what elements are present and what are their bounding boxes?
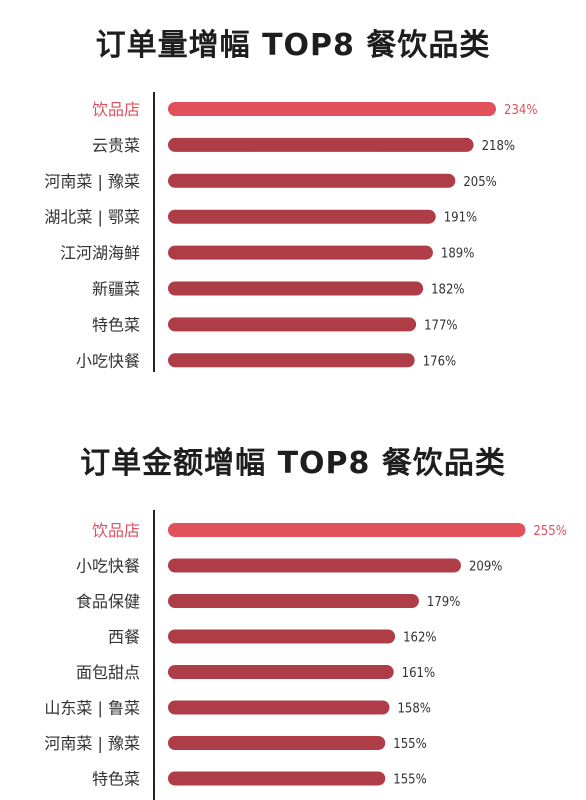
value-label: 179% xyxy=(427,595,460,610)
bar xyxy=(168,771,386,786)
bar xyxy=(168,523,526,537)
bar xyxy=(168,317,417,332)
bar xyxy=(168,736,386,750)
category-label: 食品保健 xyxy=(76,592,140,611)
bar xyxy=(168,281,424,296)
bar xyxy=(168,137,474,152)
category-label: 特色菜 xyxy=(92,315,140,334)
bar xyxy=(168,629,396,644)
value-label: 182% xyxy=(431,283,464,298)
value-label: 158% xyxy=(397,702,430,717)
bar xyxy=(168,558,461,573)
value-label: 191% xyxy=(444,211,477,226)
category-label: 面包甜点 xyxy=(76,663,140,682)
bar xyxy=(168,173,456,188)
category-label: 河南菜 | 豫菜 xyxy=(44,172,140,191)
category-label: 西餐 xyxy=(108,628,140,647)
bar xyxy=(168,665,394,679)
value-label: 177% xyxy=(424,318,457,333)
category-label: 饮品店 xyxy=(92,100,140,119)
bar-chart-order-amount: 饮品店 255% 小吃快餐 209% 食品保健 179% 西餐 162% 面包甜点 161% 山东菜… xyxy=(44,521,566,789)
bar xyxy=(168,209,436,224)
value-label: 155% xyxy=(393,773,426,788)
category-label: 山东菜 | 鲁菜 xyxy=(44,699,140,718)
bar xyxy=(168,594,419,608)
chart-title: 订单量增幅 TOP8 餐饮品类 xyxy=(95,28,491,63)
chart-order-amount: 订单金额增幅 TOP8 餐饮品类 饮品店 255% 小吃快餐 209% 食品保健 179%… xyxy=(0,400,586,800)
value-label: 189% xyxy=(441,247,474,262)
category-label: 小吃快餐 xyxy=(76,351,140,370)
category-label: 饮品店 xyxy=(92,521,140,540)
bar-chart-order-volume: 饮品店 234% 云贵菜 218% 河南菜 | 豫菜 205% 湖北菜 | 鄂菜 191% 江河… xyxy=(44,100,537,370)
category-label: 小吃快餐 xyxy=(76,557,140,576)
value-label: 205% xyxy=(463,175,496,190)
bar xyxy=(168,353,415,368)
bar xyxy=(168,245,433,260)
value-label: 176% xyxy=(423,354,456,369)
value-label: 218% xyxy=(482,139,515,154)
bar xyxy=(168,700,390,715)
bar xyxy=(168,102,496,116)
value-label: 161% xyxy=(402,666,435,681)
value-label: 162% xyxy=(403,631,436,646)
value-label: 209% xyxy=(469,560,502,575)
chart-title: 订单金额增幅 TOP8 餐饮品类 xyxy=(80,446,506,481)
value-label: 234% xyxy=(504,103,537,118)
category-label: 湖北菜 | 鄂菜 xyxy=(44,208,140,227)
category-label: 云贵菜 xyxy=(92,136,140,155)
category-label: 新疆菜 xyxy=(92,280,140,299)
category-label: 河南菜 | 豫菜 xyxy=(44,734,140,753)
category-label: 江河湖海鲜 xyxy=(60,244,140,263)
y-axis-line xyxy=(153,510,155,800)
chart-order-volume: 订单量增幅 TOP8 餐饮品类 饮品店 234% 云贵菜 218% 河南菜 | 豫菜 20… xyxy=(44,28,537,372)
category-label: 特色菜 xyxy=(92,770,140,789)
y-axis-line xyxy=(153,92,155,372)
value-label: 255% xyxy=(533,524,566,539)
value-label: 155% xyxy=(393,737,426,752)
